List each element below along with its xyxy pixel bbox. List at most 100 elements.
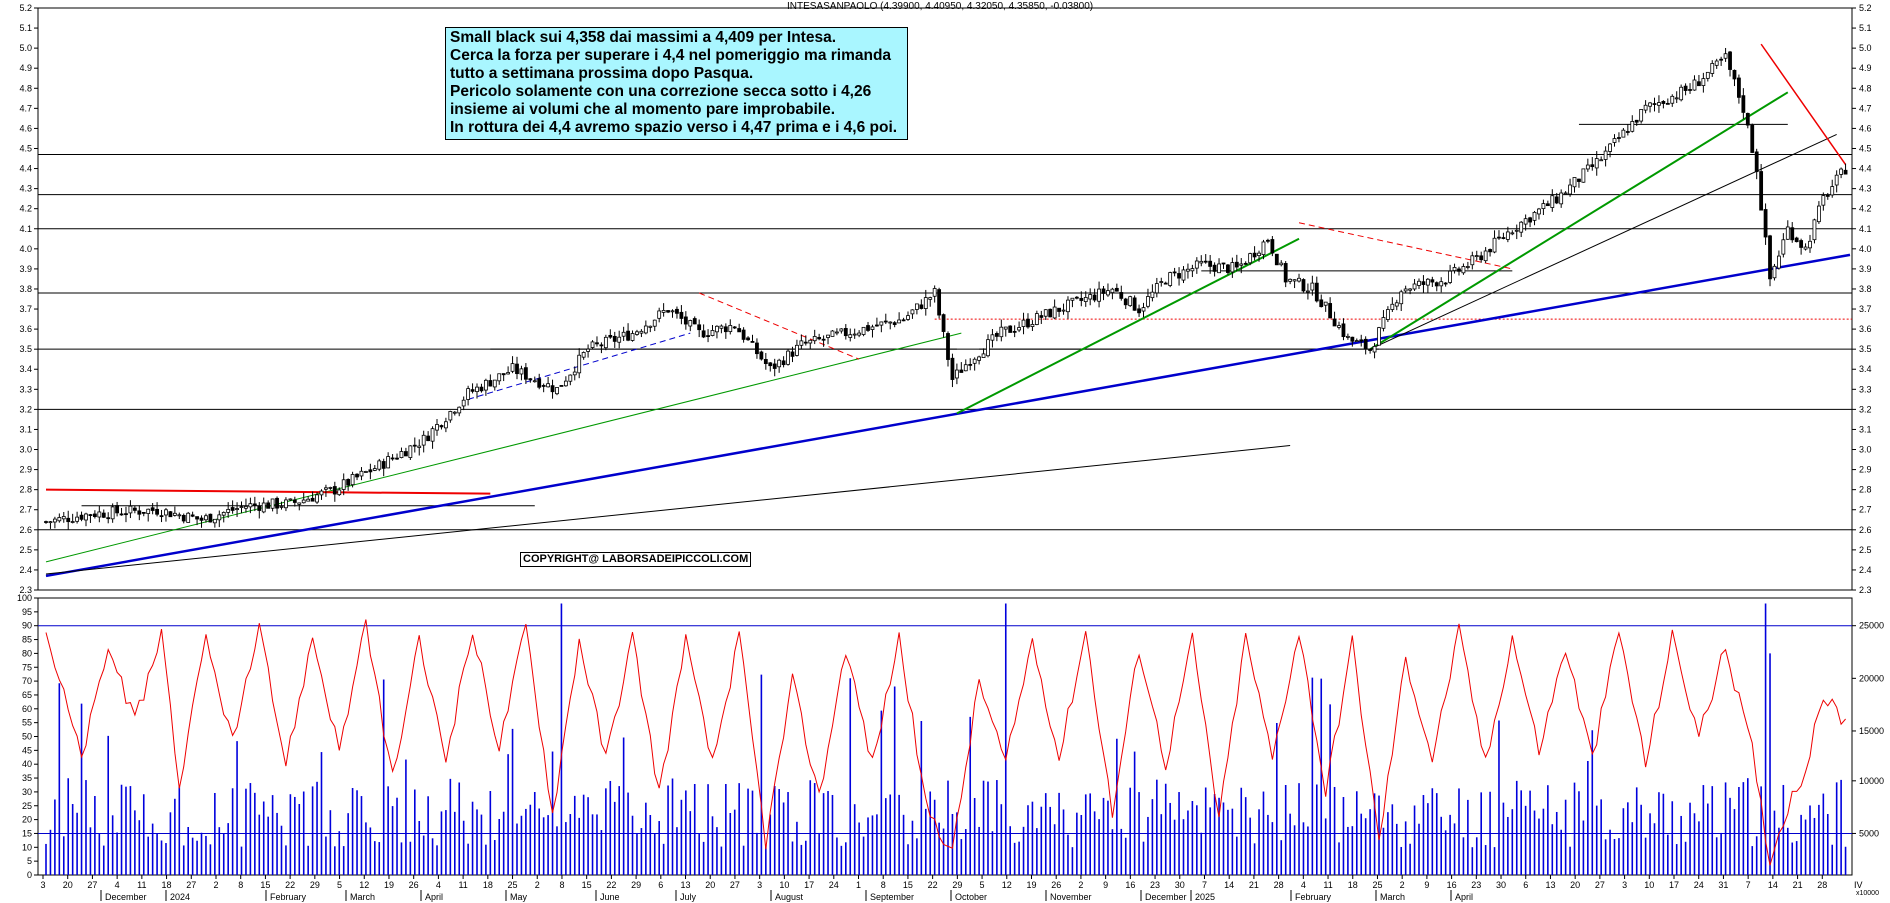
candle-body	[523, 367, 528, 380]
candle-body	[1803, 246, 1808, 250]
candle-body	[97, 511, 102, 518]
price-tick-label: 4.7	[1859, 103, 1872, 113]
candle-body	[928, 297, 933, 300]
candle-body	[977, 356, 982, 361]
price-tick-label: 2.8	[19, 485, 32, 495]
candle-body	[479, 386, 484, 392]
candle-body	[1297, 277, 1301, 282]
candle-body	[1314, 282, 1319, 302]
candle-body	[608, 334, 613, 338]
candle-body	[1372, 346, 1377, 353]
x-tick-label: 8	[559, 880, 564, 890]
candle-body	[1794, 237, 1799, 243]
candle-body	[186, 512, 191, 523]
x-tick-label: 6	[1523, 880, 1528, 890]
candle-body	[488, 380, 493, 387]
x-tick-label: 20	[705, 880, 715, 890]
candle-body	[1732, 69, 1737, 80]
candle-body	[288, 498, 293, 501]
x-tick-label: 25	[1372, 880, 1382, 890]
candle-body	[901, 319, 906, 322]
month-label: April	[425, 892, 443, 902]
candle-body	[399, 451, 404, 458]
candle-body	[1652, 103, 1657, 105]
candle-body	[683, 316, 688, 325]
candle-body	[959, 369, 964, 373]
osc-tick-label: 60	[22, 704, 32, 714]
candle-body	[528, 378, 533, 381]
candle-body	[1221, 262, 1226, 265]
price-tick-label: 3.5	[19, 344, 32, 354]
candle-body	[497, 373, 502, 382]
candle-body	[1705, 71, 1710, 79]
candle-body	[417, 445, 422, 448]
candle-body	[1692, 79, 1697, 91]
candle-body	[1003, 326, 1008, 330]
candle-body	[1501, 237, 1506, 239]
x-tick-label: 2	[535, 880, 540, 890]
price-tick-label: 3.7	[19, 304, 32, 314]
candle-body	[546, 383, 550, 388]
candle-body	[1657, 102, 1661, 106]
candle-body	[577, 354, 582, 374]
candle-body	[812, 336, 817, 342]
x-tick-label: 6	[658, 880, 663, 890]
price-tick-label: 4.2	[1859, 204, 1872, 214]
candle-body	[1572, 177, 1577, 188]
x-tick-label: 23	[1150, 880, 1160, 890]
x-tick-label: 3	[1622, 880, 1627, 890]
price-tick-label: 4.3	[19, 184, 32, 194]
candle-body	[941, 314, 946, 332]
candle-body	[1839, 168, 1844, 175]
candle-body	[412, 444, 417, 447]
x-tick-label: 3	[757, 880, 762, 890]
x-tick-label: 19	[384, 880, 394, 890]
candle-body	[48, 521, 53, 524]
candle-body	[532, 380, 537, 383]
x-tick-label: 24	[1694, 880, 1704, 890]
x-tick-label: 25	[508, 880, 518, 890]
candle-body	[1385, 309, 1390, 320]
candle-body	[830, 330, 835, 337]
candle-body	[368, 469, 373, 473]
candle-body	[1781, 239, 1786, 255]
price-tick-label: 2.3	[19, 585, 32, 595]
candle-body	[150, 507, 155, 511]
note-line: In rottura dei 4,4 avremo spazio verso i…	[450, 119, 898, 136]
osc-tick-label: 85	[22, 635, 32, 645]
candle-body	[377, 460, 382, 470]
x-tick-label: 16	[1447, 880, 1457, 890]
candle-body	[572, 371, 577, 376]
thin-green-trendline	[45, 332, 962, 563]
x-tick-label: 18	[1348, 880, 1358, 890]
candle-body	[461, 399, 466, 407]
price-tick-label: 3.6	[1859, 324, 1872, 334]
x-tick-label: 28	[1274, 880, 1284, 890]
candle-body	[1274, 253, 1279, 266]
candle-body	[1519, 221, 1524, 233]
price-tick-label: 2.4	[19, 565, 32, 575]
candle-body	[1617, 137, 1621, 139]
candle-body	[1417, 280, 1421, 286]
candle-body	[1679, 86, 1684, 101]
candle-body	[1101, 288, 1106, 294]
candle-body	[750, 341, 755, 343]
volume-scale-note: x10000	[1856, 890, 1879, 897]
candle-body	[1750, 124, 1755, 153]
x-tick-label: 29	[310, 880, 320, 890]
candle-body	[1421, 281, 1426, 285]
x-tick-label: 2	[1400, 880, 1405, 890]
candle-body	[1670, 95, 1675, 104]
dashed-trendline	[1298, 222, 1513, 270]
candle-body	[1648, 102, 1652, 107]
candle-body	[1479, 255, 1484, 261]
candle-body	[1234, 261, 1239, 268]
candle-body	[581, 352, 586, 358]
candle-body	[906, 315, 910, 320]
candle-body	[892, 322, 897, 325]
month-label: February	[1295, 892, 1332, 902]
candle-body	[883, 320, 888, 323]
price-tick-label: 2.3	[1859, 585, 1872, 595]
x-tick-label: 4	[436, 880, 441, 890]
candle-body	[737, 328, 742, 333]
